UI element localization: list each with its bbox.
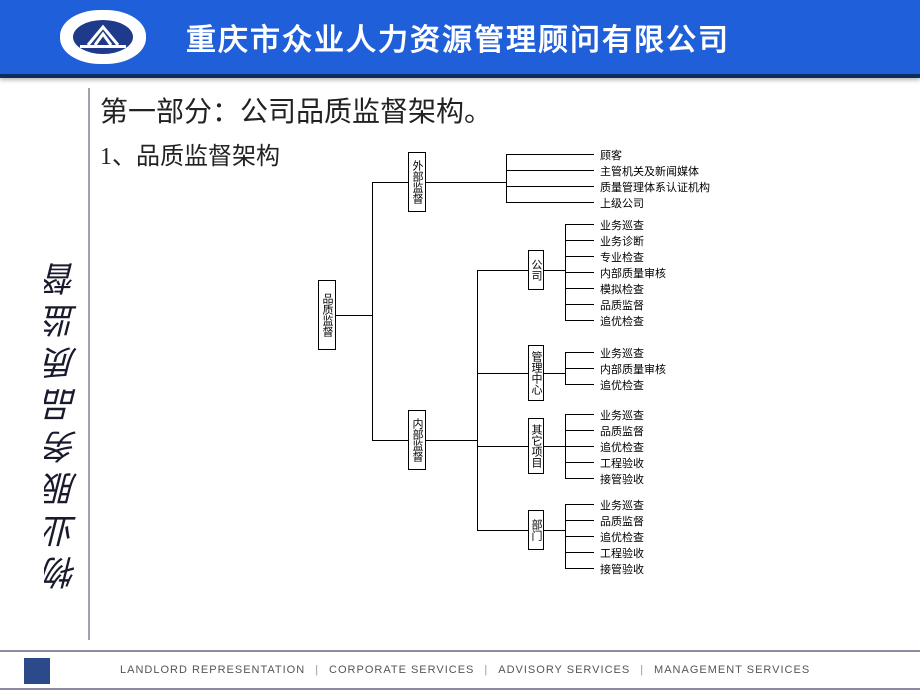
company-title: 重庆市众业人力资源管理顾问有限公司 (186, 15, 730, 59)
connector-h (565, 414, 594, 415)
connector-v (506, 154, 507, 202)
header-bar: 重庆市众业人力资源管理顾问有限公司 (0, 0, 920, 78)
connector-h (565, 520, 594, 521)
connector-h (477, 446, 528, 447)
connector-h (565, 304, 594, 305)
tree-leaf: 内部质量审核 (600, 265, 666, 281)
tree-leaf: 追优检查 (600, 529, 644, 545)
tree-leaf: 品质监督 (600, 513, 644, 529)
tree-leaf: 顾客 (600, 147, 622, 163)
connector-h (565, 240, 594, 241)
tree-node-l2: 外部监督 (408, 152, 426, 212)
connector-h (544, 530, 565, 531)
connector-h (544, 373, 565, 374)
logo-icon (68, 17, 138, 57)
connector-h (477, 373, 528, 374)
org-tree: 品质监督 外部监督内部监督 顾客主管机关及新闻媒体质量管理体系认证机构上级公司公司管… (100, 90, 900, 640)
main-content: 第一部分：公司品质监督架构。 1、品质监督架构 品质监督外部监督内部监督顾客主管… (100, 90, 900, 640)
tree-node-l3: 公司 (528, 250, 544, 290)
connector-v (565, 504, 566, 568)
tree-leaf: 追优检查 (600, 377, 644, 393)
tree-node-l2: 内部监督 (408, 410, 426, 470)
vertical-title: 物业服务品质监督 (40, 110, 89, 590)
tree-node-l3: 其它项目 (528, 418, 544, 474)
connector-h (565, 256, 594, 257)
connector-h (565, 552, 594, 553)
connector-v (565, 414, 566, 478)
tree-leaf: 接管验收 (600, 561, 644, 577)
connector-v (565, 224, 566, 320)
connector-h (336, 315, 372, 316)
tree-node-l3: 管理中心 (528, 345, 544, 401)
tree-leaf: 业务诊断 (600, 233, 644, 249)
tree-leaf: 专业检查 (600, 249, 644, 265)
connector-h (565, 446, 594, 447)
connector-h (506, 170, 594, 171)
connector-h (544, 446, 565, 447)
tree-leaf: 业务巡查 (600, 497, 644, 513)
connector-h (372, 182, 408, 183)
connector-h (565, 568, 594, 569)
connector-h (565, 478, 594, 479)
connector-h (565, 430, 594, 431)
connector-h (477, 530, 528, 531)
footer-separator: | (640, 664, 644, 676)
tree-leaf: 质量管理体系认证机构 (600, 179, 710, 195)
tree-node-l3: 部门 (528, 510, 544, 550)
connector-h (565, 536, 594, 537)
company-logo (60, 10, 146, 64)
connector-h (426, 182, 506, 183)
tree-leaf: 工程验收 (600, 545, 644, 561)
connector-h (565, 504, 594, 505)
connector-h (544, 270, 565, 271)
footer-item: MANAGEMENT SERVICES (654, 664, 810, 676)
connector-h (426, 440, 477, 441)
footer-bar: LANDLORD REPRESENTATION | CORPORATE SERV… (0, 650, 920, 690)
footer-separator: | (484, 664, 488, 676)
connector-h (372, 440, 408, 441)
tree-leaf: 品质监督 (600, 423, 644, 439)
tree-leaf: 接管验收 (600, 471, 644, 487)
tree-leaf: 追优检查 (600, 313, 644, 329)
tree-leaf: 业务巡查 (600, 345, 644, 361)
connector-h (565, 320, 594, 321)
tree-leaf: 追优检查 (600, 439, 644, 455)
connector-h (565, 384, 594, 385)
footer-item: LANDLORD REPRESENTATION (120, 664, 305, 676)
connector-h (565, 272, 594, 273)
connector-h (565, 224, 594, 225)
connector-h (565, 462, 594, 463)
tree-leaf: 工程验收 (600, 455, 644, 471)
connector-v (477, 270, 478, 530)
connector-h (506, 154, 594, 155)
connector-h (477, 270, 528, 271)
tree-leaf: 上级公司 (600, 195, 644, 211)
tree-leaf: 模拟检查 (600, 281, 644, 297)
accent-square (24, 658, 50, 684)
tree-leaf: 内部质量审核 (600, 361, 666, 377)
tree-leaf: 业务巡查 (600, 407, 644, 423)
connector-v (372, 182, 373, 440)
tree-leaf: 品质监督 (600, 297, 644, 313)
footer-item: ADVISORY SERVICES (498, 664, 630, 676)
connector-h (565, 368, 594, 369)
connector-v (565, 352, 566, 384)
tree-leaf: 主管机关及新闻媒体 (600, 163, 699, 179)
tree-leaf: 业务巡查 (600, 217, 644, 233)
connector-h (506, 186, 594, 187)
connector-h (506, 202, 594, 203)
connector-h (565, 352, 594, 353)
connector-h (565, 288, 594, 289)
footer-separator: | (315, 664, 319, 676)
footer-item: CORPORATE SERVICES (329, 664, 474, 676)
tree-root: 品质监督 (318, 280, 336, 350)
